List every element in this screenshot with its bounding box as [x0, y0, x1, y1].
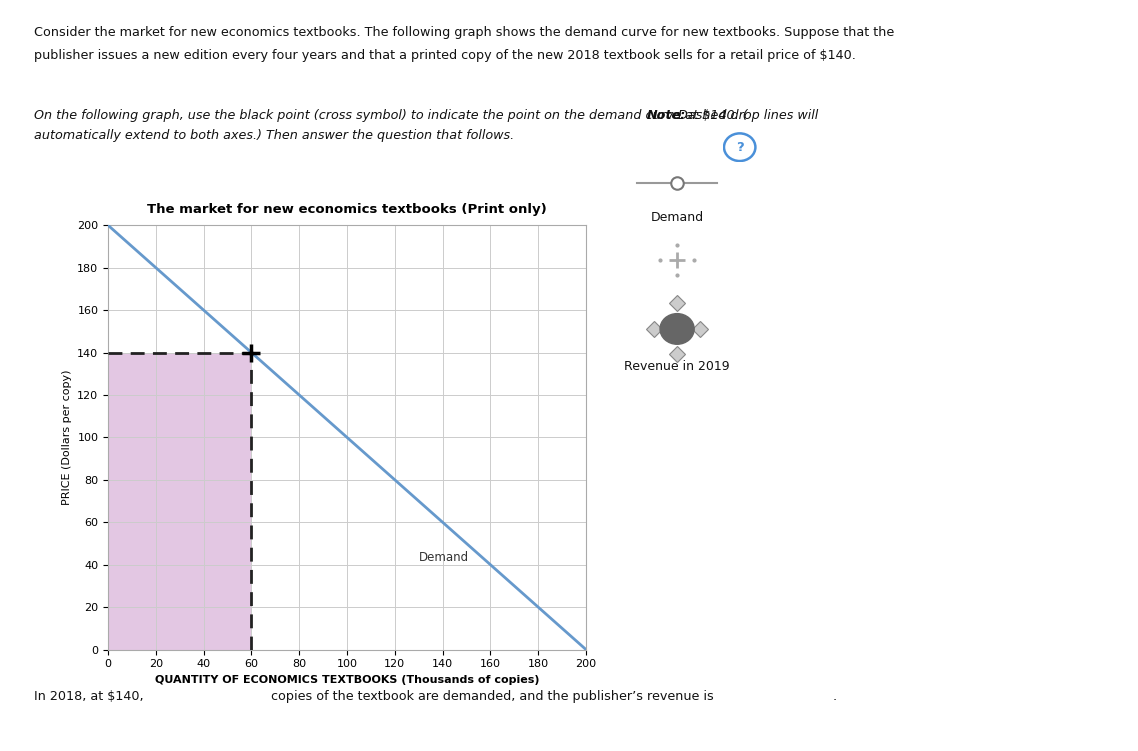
Text: automatically extend to both axes.) Then answer the question that follows.: automatically extend to both axes.) Then…: [34, 129, 514, 142]
Bar: [108, 353, 251, 650]
Ellipse shape: [660, 314, 694, 344]
Title: The market for new economics textbooks (Print only): The market for new economics textbooks (…: [147, 203, 547, 216]
Y-axis label: PRICE (Dollars per copy): PRICE (Dollars per copy): [61, 369, 72, 505]
Text: In 2018, at $140,: In 2018, at $140,: [34, 690, 143, 704]
Text: On the following graph, use the black point (cross symbol) to indicate the point: On the following graph, use the black po…: [34, 109, 748, 122]
Text: copies of the textbook are demanded, and the publisher’s revenue is: copies of the textbook are demanded, and…: [271, 690, 714, 704]
Text: ?: ?: [736, 141, 743, 154]
X-axis label: QUANTITY OF ECONOMICS TEXTBOOKS (Thousands of copies): QUANTITY OF ECONOMICS TEXTBOOKS (Thousan…: [155, 675, 539, 685]
Text: Demand: Demand: [419, 550, 469, 563]
Text: Revenue in 2019: Revenue in 2019: [625, 360, 729, 372]
Text: .: .: [833, 690, 838, 704]
Text: Demand: Demand: [651, 212, 703, 225]
Text: Note:: Note:: [646, 109, 686, 122]
Text: Consider the market for new economics textbooks. The following graph shows the d: Consider the market for new economics te…: [34, 26, 894, 39]
Text: Dashed drop lines will: Dashed drop lines will: [675, 109, 818, 122]
Text: publisher issues a new edition every four years and that a printed copy of the n: publisher issues a new edition every fou…: [34, 49, 856, 62]
